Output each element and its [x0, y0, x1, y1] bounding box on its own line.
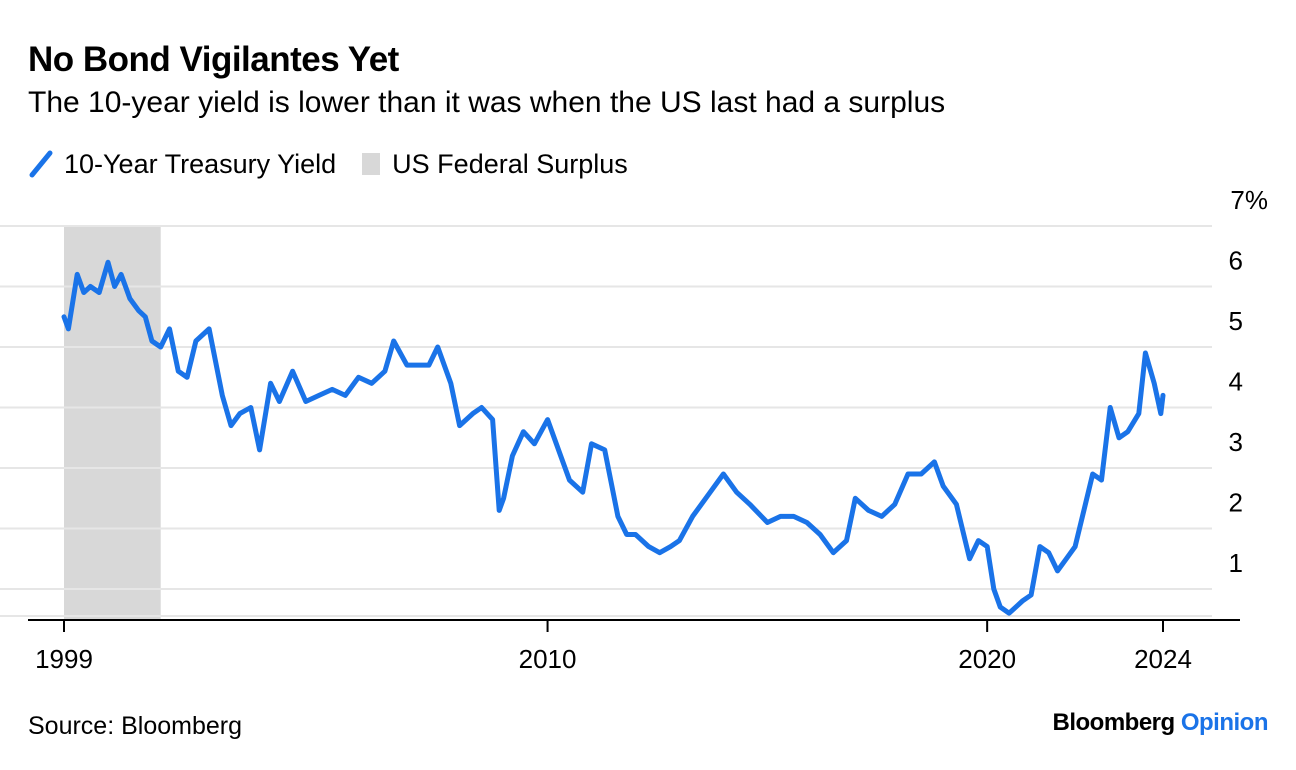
x-tick-label: 2024: [1134, 644, 1192, 674]
legend-item-yield: 10-Year Treasury Yield: [28, 149, 336, 180]
y-tick-label: 3: [1229, 427, 1243, 457]
legend-label-yield: 10-Year Treasury Yield: [64, 148, 337, 179]
brand-accent: Opinion: [1180, 709, 1269, 736]
brand-logo: Bloomberg Opinion: [1053, 709, 1269, 737]
source-note: Source: Bloomberg: [28, 712, 243, 740]
y-tick-label: 1: [1229, 548, 1243, 578]
legend-label-surplus: US Federal Surplus: [392, 148, 628, 179]
chart-subtitle: The 10-year yield is lower than it was w…: [28, 86, 946, 119]
brand-main: Bloomberg: [1052, 709, 1176, 736]
y-tick-label: 5: [1229, 306, 1243, 336]
legend-box-swatch: [362, 153, 381, 175]
y-tick-label: 4: [1229, 367, 1243, 397]
y-tick-label: 6: [1229, 246, 1243, 276]
y-tick-label: 7%: [1230, 185, 1268, 215]
surplus-shade-region: [64, 226, 161, 620]
legend-line-swatch: [29, 150, 53, 178]
chart-legend: 10-Year Treasury Yield US Federal Surplu…: [28, 146, 654, 182]
x-tick-label: 2010: [519, 644, 577, 674]
yield-series-line: [61, 259, 1166, 616]
y-tick-label: 2: [1229, 488, 1243, 518]
legend-item-surplus: US Federal Surplus: [362, 149, 628, 180]
x-tick-label: 1999: [35, 644, 93, 674]
chart-title: No Bond Vigilantes Yet: [28, 40, 399, 79]
x-tick-label: 2020: [958, 644, 1016, 674]
